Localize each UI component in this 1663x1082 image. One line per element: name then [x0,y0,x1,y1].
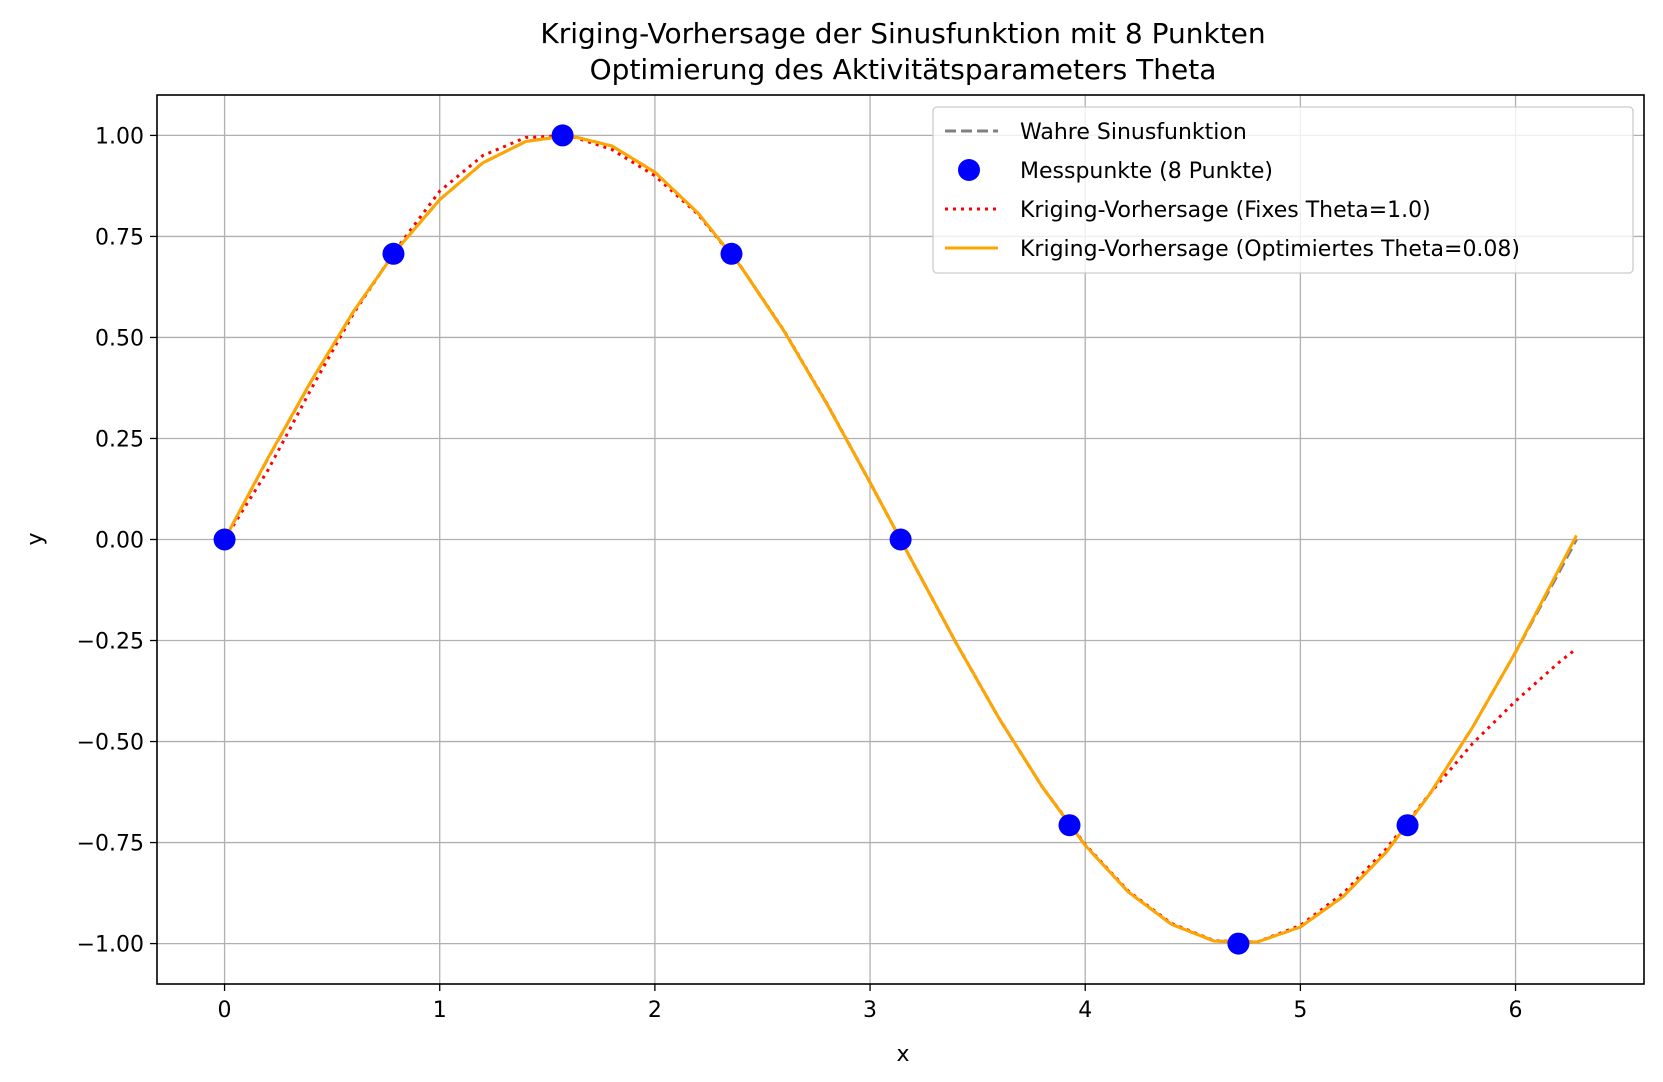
data-point [1227,932,1250,955]
data-point [213,528,236,551]
legend: Wahre Sinusfunktion Messpunkte (8 Punkte)… [932,106,1634,274]
y-tick-label: −0.50 [77,731,144,756]
y-tick-label: 1.00 [95,124,144,149]
y-tick-label: 0.00 [95,529,144,554]
x-tick-label: 3 [863,998,877,1023]
series-line [223,133,1578,944]
y-tick-label: 0.25 [95,427,144,452]
data-point [1058,814,1081,837]
series-layer [213,124,1578,955]
y-axis-label: y [23,532,48,545]
x-tick-label: 1 [433,998,447,1023]
x-tick-label: 4 [1078,998,1092,1023]
legend-label: Kriging-Vorhersage (Optimiertes Theta=0.… [1020,237,1520,262]
x-tick-label: 2 [648,998,662,1023]
y-tick-label: 0.50 [95,326,144,351]
data-point [1396,814,1419,837]
y-tick-label: −1.00 [77,933,144,958]
x-tick-label: 0 [218,998,232,1023]
x-axis-label: x [896,1042,909,1067]
legend-label: Kriging-Vorhersage (Fixes Theta=1.0) [1020,198,1431,223]
legend-box [932,106,1634,274]
x-tick-label: 6 [1509,998,1523,1023]
legend-marker [958,159,980,181]
data-point [720,242,743,265]
data-point [551,124,574,147]
y-tick-label: −0.75 [77,832,144,857]
y-tick-label: 0.75 [95,225,144,250]
legend-label: Messpunkte (8 Punkte) [1020,159,1273,184]
chart-subtitle: Optimierung des Aktivitätsparameters The… [590,53,1217,86]
x-tick-label: 5 [1293,998,1307,1023]
y-tick-label: −0.25 [77,630,144,655]
chart-title: Kriging-Vorhersage der Sinusfunktion mit… [540,17,1265,50]
data-point [382,242,405,265]
axes: 0 1 2 3 4 5 6 1.00 0.75 0.50 0.25 0.00 −0.25 −0.50 −0.… [77,124,1523,1023]
data-point [889,528,912,551]
legend-label: Wahre Sinusfunktion [1020,120,1247,145]
